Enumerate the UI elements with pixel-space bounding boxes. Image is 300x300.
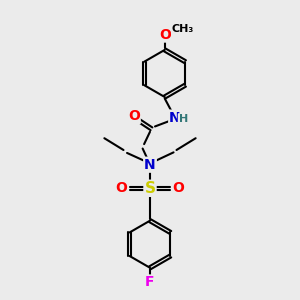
Text: O: O	[159, 28, 171, 42]
Text: H: H	[178, 114, 188, 124]
Text: O: O	[116, 181, 128, 195]
Text: F: F	[145, 275, 155, 290]
Text: CH₃: CH₃	[172, 24, 194, 34]
Text: S: S	[145, 181, 155, 196]
Text: O: O	[172, 181, 184, 195]
Text: O: O	[128, 109, 140, 123]
Text: N: N	[169, 111, 181, 124]
Text: N: N	[144, 158, 156, 172]
